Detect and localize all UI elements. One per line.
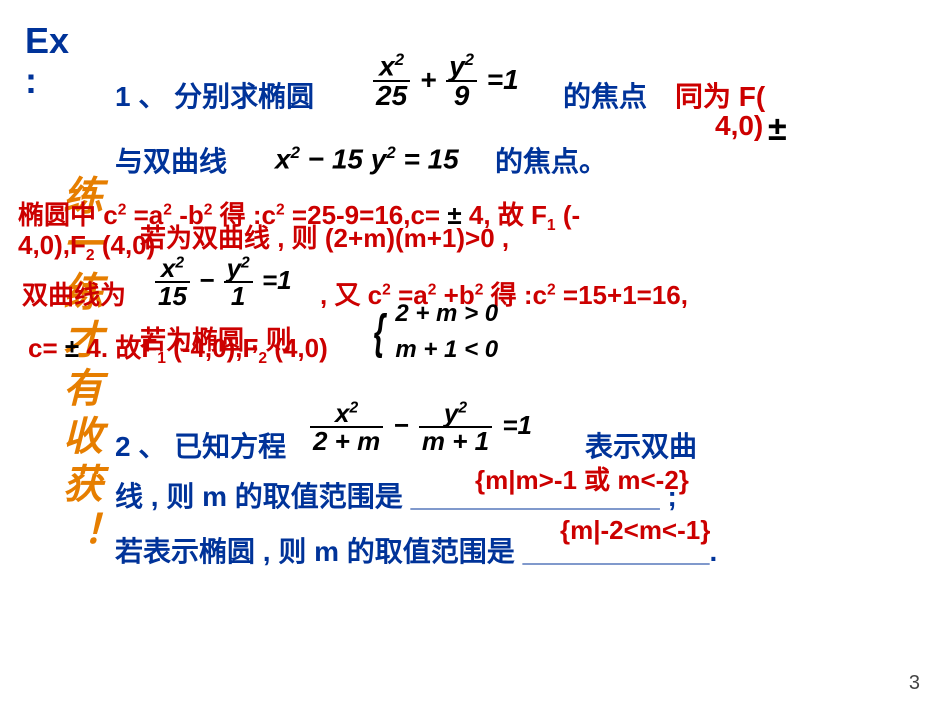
q1-line2a: 与双曲线 (115, 140, 227, 180)
q1-eq1: x225 + y29 =1 (373, 52, 519, 110)
q2-eq: x22 + m − y2m + 1 =1 (310, 400, 532, 454)
ex-colon: : (25, 60, 37, 102)
red-line2a: 双曲线为 (22, 275, 126, 312)
slide: 练一练才有收获！ Ex : 1 、 分别求椭圆 x225 + y29 =1 的焦… (0, 0, 950, 713)
q1-focus: 的焦点 (563, 75, 647, 115)
ex-label: Ex (25, 20, 69, 62)
page-number: 3 (909, 672, 920, 695)
system: { 2 + m > 0 m + 1 < 0 (370, 300, 498, 364)
red-eq3: x215 − y21 =1 (155, 255, 292, 309)
q2-ans2: {m|-2<m<-1} (560, 515, 710, 546)
q2-ans1: {m|m>-1 或 m<-2} (475, 460, 689, 497)
q1-prefix: 1 、 分别求椭圆 (115, 75, 314, 115)
q1-pm4: 4,0) (715, 110, 763, 142)
q2-tail: 表示双曲 (585, 425, 697, 465)
q1-line2b: 的焦点。 (495, 140, 607, 180)
q2-prefix: 2 、 已知方程 (115, 425, 286, 465)
q1-eq2: x2 − 15 y2 = 15 (275, 143, 459, 175)
red-line1-cont: 4,0),F2 (4,0) (18, 230, 155, 265)
q1-pm-sign: ± (768, 110, 787, 149)
red-ellipse: 若为椭圆 , 则 (140, 320, 292, 357)
q1-same: 同为 F( (675, 75, 765, 115)
red-hyper: 若为双曲线 , 则 (2+m)(m+1)>0 , (140, 218, 509, 255)
